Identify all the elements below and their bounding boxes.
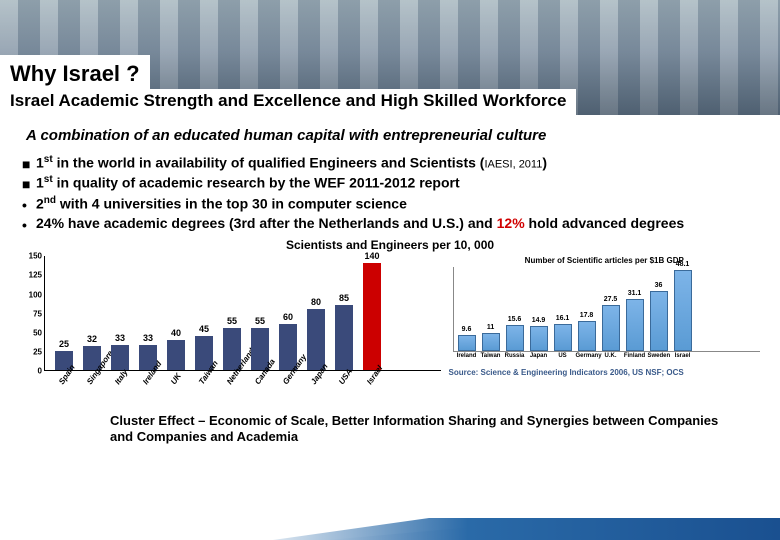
x-category-label: UK xyxy=(169,372,183,387)
y-tick-label: 150 xyxy=(29,252,45,261)
bar-value-label: 85 xyxy=(339,293,349,303)
x-category-label: US xyxy=(552,353,574,359)
tagline: A combination of an educated human capit… xyxy=(26,127,760,144)
bullet-list: ■ 1st in the world in availability of qu… xyxy=(22,154,760,232)
bar-value-label: 15.6 xyxy=(508,316,522,323)
bar: 40 xyxy=(167,340,185,371)
x-category-label: Finland xyxy=(624,353,646,359)
bullet-marker: ■ xyxy=(22,156,30,174)
bar: 36 xyxy=(650,291,668,352)
y-tick-label: 75 xyxy=(33,309,45,318)
bar-value-label: 140 xyxy=(364,251,379,261)
bullet-marker: • xyxy=(22,197,27,215)
chart2-title: Number of Scientific articles per $1B GD… xyxy=(449,256,760,265)
bar-value-label: 33 xyxy=(143,333,153,343)
bar: 48.1 xyxy=(674,270,692,351)
bar-value-label: 33 xyxy=(115,333,125,343)
bar-value-label: 45 xyxy=(199,324,209,334)
bullet-item: • 24% have academic degrees (3rd after t… xyxy=(22,215,760,233)
x-category-label: USA xyxy=(337,367,354,386)
bullet-marker: ■ xyxy=(22,176,30,194)
source-citation: Source: Science & Engineering Indicators… xyxy=(449,368,760,378)
bar: 16.1 xyxy=(554,324,572,351)
x-category-label: Japan xyxy=(528,353,550,359)
footer-decoration xyxy=(0,518,780,540)
bar-value-label: 27.5 xyxy=(604,296,618,303)
bar: 33 xyxy=(111,345,129,370)
page-title: Why Israel ? xyxy=(0,55,150,89)
bar: 17.8 xyxy=(578,321,596,351)
x-category-label: Sweden xyxy=(648,353,670,359)
bullet-marker: • xyxy=(22,217,27,235)
y-tick-label: 50 xyxy=(33,328,45,337)
bullet-item: ■ 1st in the world in availability of qu… xyxy=(22,154,760,172)
bar-value-label: 80 xyxy=(311,297,321,307)
x-category-label: Italy xyxy=(113,368,130,386)
bar-value-label: 40 xyxy=(171,328,181,338)
bar: 11 xyxy=(482,333,500,352)
chart1-title: Scientists and Engineers per 10, 000 xyxy=(20,238,760,252)
y-tick-label: 0 xyxy=(38,367,45,376)
bar-value-label: 32 xyxy=(87,334,97,344)
content-area: A combination of an educated human capit… xyxy=(0,115,780,446)
bullet-item: ■ 1st in quality of academic research by… xyxy=(22,174,760,192)
bar: 80 xyxy=(307,309,325,370)
x-category-label: Israel xyxy=(672,353,694,359)
y-tick-label: 100 xyxy=(29,290,45,299)
bar: 14.9 xyxy=(530,326,548,351)
page-subtitle: Israel Academic Strength and Excellence … xyxy=(0,89,576,115)
chart1: 025507510012515025Spain32Singapore33Ital… xyxy=(44,256,441,371)
bottom-text: Cluster Effect – Economic of Scale, Bett… xyxy=(110,413,720,446)
bar-value-label: 14.9 xyxy=(532,317,546,324)
x-category-label: Russia xyxy=(504,353,526,359)
x-category-label: Taiwan xyxy=(480,353,502,359)
bar-value-label: 11 xyxy=(487,324,494,331)
bar-value-label: 17.8 xyxy=(580,312,594,319)
bar-value-label: 16.1 xyxy=(556,315,570,322)
bar: 140 xyxy=(363,263,381,370)
bar-value-label: 48.1 xyxy=(676,261,690,268)
chart2-container: Number of Scientific articles per $1B GD… xyxy=(449,256,760,407)
bar: 9.6 xyxy=(458,335,476,351)
bar-value-label: 60 xyxy=(283,312,293,322)
bar: 31.1 xyxy=(626,299,644,351)
x-category-label: Germany xyxy=(576,353,598,359)
bar-value-label: 25 xyxy=(59,339,69,349)
y-tick-label: 25 xyxy=(33,348,45,357)
bar-value-label: 31.1 xyxy=(628,290,642,297)
bar: 27.5 xyxy=(602,305,620,351)
x-category-label: Ireland xyxy=(456,353,478,359)
y-tick-label: 125 xyxy=(29,271,45,280)
charts-row: 025507510012515025Spain32Singapore33Ital… xyxy=(20,256,760,407)
bar-value-label: 9.6 xyxy=(462,326,472,333)
chart2: 9.6Ireland11Taiwan15.6Russia14.9Japan16.… xyxy=(453,267,760,352)
bar-value-label: 36 xyxy=(655,282,663,289)
chart1-container: 025507510012515025Spain32Singapore33Ital… xyxy=(20,256,441,407)
bar: 15.6 xyxy=(506,325,524,351)
x-category-label: U.K. xyxy=(600,353,622,359)
bar: 85 xyxy=(335,305,353,370)
bar-value-label: 55 xyxy=(227,316,237,326)
bullet-item: • 2nd with 4 universities in the top 30 … xyxy=(22,195,760,213)
bar-value-label: 55 xyxy=(255,316,265,326)
